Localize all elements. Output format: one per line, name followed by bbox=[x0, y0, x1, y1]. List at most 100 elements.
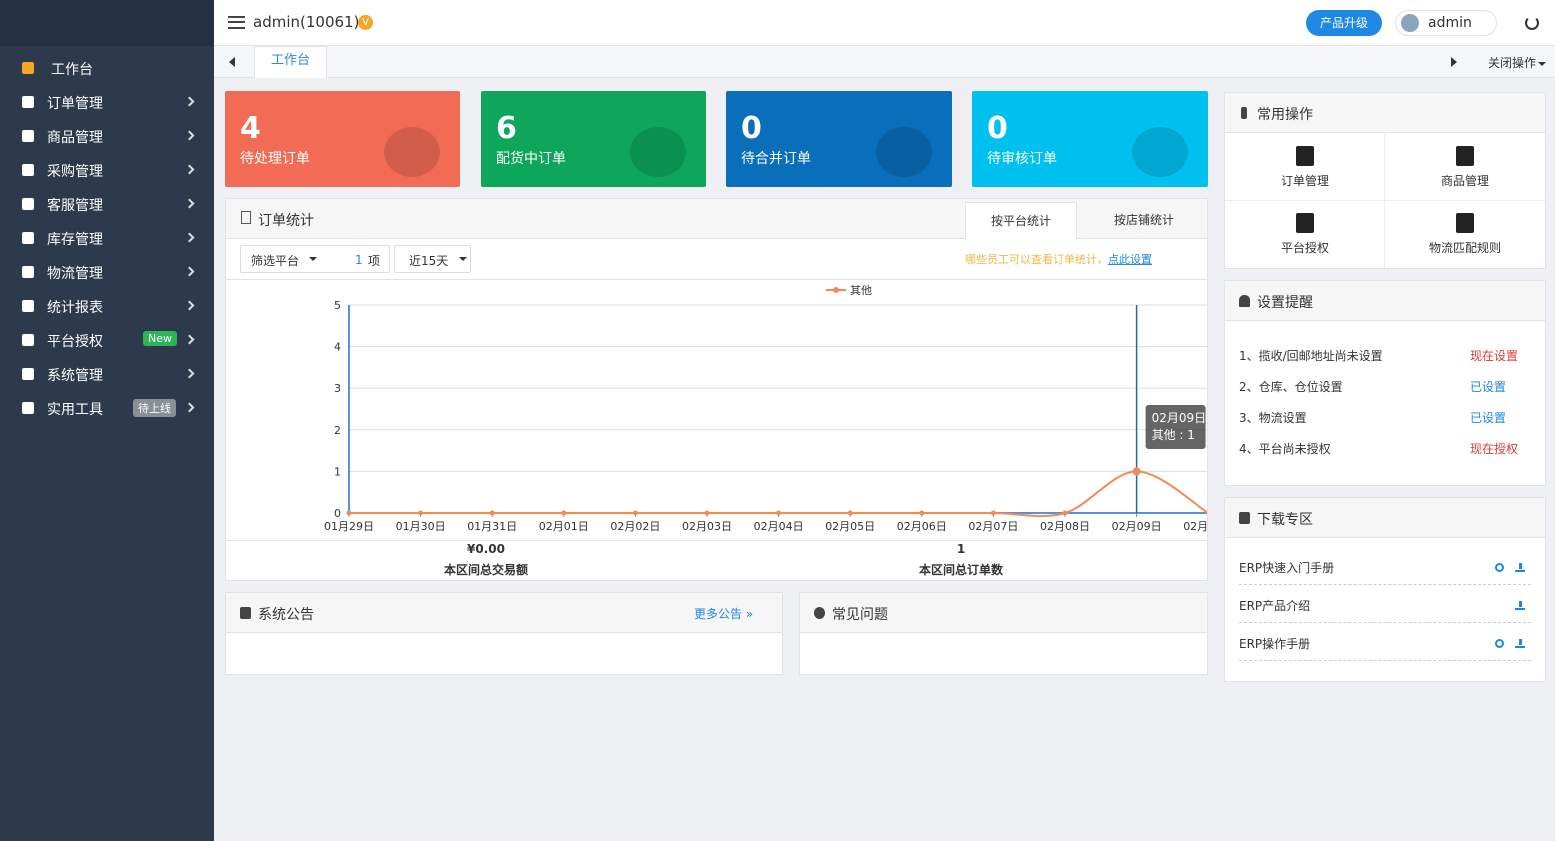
nav-chevron bbox=[184, 198, 195, 209]
reminder-status[interactable]: 已设置 bbox=[1470, 380, 1507, 394]
more-announcements[interactable]: 更多公告 » bbox=[694, 607, 754, 621]
data-point bbox=[1132, 467, 1141, 476]
nav-item[interactable]: 实用工具 待上线 bbox=[0, 391, 214, 425]
x-tick-label: 02月03日 bbox=[682, 520, 732, 533]
stat-card[interactable]: 6 配货中订单 bbox=[481, 91, 706, 187]
nav-item[interactable]: 统计报表 bbox=[0, 289, 214, 323]
reminder-status[interactable]: 已设置 bbox=[1470, 411, 1507, 425]
nav-item[interactable]: 商品管理 bbox=[0, 119, 214, 153]
op-item[interactable]: 物流匹配规则 bbox=[1385, 201, 1545, 268]
common-ops-panel: 常用操作 订单管理 商品管理 平台授权 物流匹配规则 bbox=[1224, 92, 1546, 269]
account-menu[interactable]: admin bbox=[1395, 10, 1497, 36]
op-item[interactable]: 商品管理 bbox=[1385, 134, 1545, 201]
nav-icon bbox=[22, 368, 34, 380]
series-line bbox=[349, 470, 1207, 518]
y-tick-label: 0 bbox=[334, 507, 341, 520]
data-point bbox=[704, 510, 710, 516]
nav-item[interactable]: 客服管理 bbox=[0, 187, 214, 221]
nav-item[interactable]: 物流管理 bbox=[0, 255, 214, 289]
active-tab[interactable]: 工作台 bbox=[254, 46, 327, 78]
order-chart: 0 1 2 3 4 5 01月29日 01月30日 01月31日 02月01日 02月02日 02月0… bbox=[324, 284, 1207, 533]
op-item[interactable]: 平台授权 bbox=[1225, 201, 1385, 268]
reminders-title: 设置提醒 bbox=[1257, 295, 1313, 311]
x-tick-label: 02月10日 bbox=[1183, 520, 1207, 533]
preview-icon[interactable] bbox=[1495, 639, 1504, 648]
op-label: 商品管理 bbox=[1440, 174, 1489, 188]
divider bbox=[226, 540, 1207, 541]
nav-chevron bbox=[184, 130, 195, 141]
logout-icon[interactable] bbox=[1525, 16, 1539, 30]
nav-icon bbox=[22, 62, 34, 74]
download-icon[interactable] bbox=[1515, 600, 1525, 610]
nav-chevron bbox=[184, 334, 195, 345]
preview-icon[interactable] bbox=[1495, 563, 1504, 572]
shop-tab[interactable]: 按店铺统计 bbox=[1088, 202, 1200, 238]
reminders-header: 设置提醒 bbox=[1225, 281, 1545, 321]
x-tick-label: 02月04日 bbox=[754, 520, 804, 533]
tooltip-box bbox=[1145, 405, 1206, 449]
platform-filter[interactable]: 筛选平台 1 项 bbox=[240, 245, 390, 273]
reminder-status[interactable]: 现在设置 bbox=[1470, 349, 1519, 363]
nav-item[interactable]: 系统管理 bbox=[0, 357, 214, 391]
announcement-title: 系统公告 bbox=[258, 607, 314, 623]
x-tick-label: 01月30日 bbox=[396, 520, 446, 533]
nav-label: 统计报表 bbox=[47, 300, 103, 316]
downloads-panel: 下载专区 ERP快速入门手册 ERP产品介绍 ERP操作手册 bbox=[1224, 497, 1546, 682]
stats-hint: 哪些员工可以查看订单统计，点此设置 bbox=[965, 251, 1152, 267]
op-item[interactable]: 订单管理 bbox=[1225, 134, 1385, 201]
sidebar: 工作台 订单管理 商品管理 采购管理 客服管理库存管理物流管理统计报表平台授权 New 系统… bbox=[0, 0, 214, 841]
range-select[interactable]: 近15天 bbox=[394, 245, 471, 273]
order-count: 1 bbox=[956, 542, 966, 556]
close-menu-label: 关闭操作 bbox=[1488, 56, 1537, 70]
close-menu[interactable]: 关闭操作 bbox=[1488, 54, 1547, 71]
y-tick-label: 1 bbox=[334, 465, 341, 478]
op-icon bbox=[1296, 213, 1314, 233]
stat-label: 待合并订单 bbox=[741, 151, 811, 167]
upgrade-button[interactable]: 产品升级 bbox=[1306, 10, 1382, 36]
tab-prev[interactable] bbox=[229, 57, 235, 67]
doc-icon bbox=[241, 211, 251, 224]
downloads-header: 下载专区 bbox=[1225, 498, 1545, 538]
announcement-panel: 系统公告 更多公告 » bbox=[225, 592, 783, 675]
y-tick-label: 2 bbox=[334, 424, 341, 437]
x-tick-label: 02月05日 bbox=[825, 520, 875, 533]
reminders-panel: 设置提醒 1、揽收/回邮地址尚未设置 现在设置 2、仓库、仓位设置 已设置 3、物流设置… bbox=[1224, 280, 1546, 486]
download-icon[interactable] bbox=[1515, 638, 1525, 648]
y-tick-label: 3 bbox=[334, 382, 341, 395]
row-divider bbox=[1239, 584, 1531, 585]
tab-next[interactable] bbox=[1451, 57, 1457, 67]
announcement-header: 系统公告 更多公告 » bbox=[226, 593, 782, 633]
menu-toggle[interactable] bbox=[228, 16, 245, 29]
trade-amount: ¥0.00 bbox=[467, 542, 505, 556]
nav-label: 库存管理 bbox=[47, 232, 103, 248]
stat-card[interactable]: 0 待审核订单 bbox=[972, 91, 1208, 187]
nav-item[interactable]: 订单管理 bbox=[0, 85, 214, 119]
reminder-text: 1、揽收/回邮地址尚未设置 bbox=[1239, 349, 1383, 363]
data-point bbox=[418, 510, 424, 516]
data-point bbox=[346, 510, 352, 516]
nav-item[interactable]: 采购管理 bbox=[0, 153, 214, 187]
download-icon[interactable] bbox=[1515, 562, 1525, 572]
x-tick-label: 02月09日 bbox=[1112, 520, 1162, 533]
stat-card[interactable]: 0 待合并订单 bbox=[726, 91, 952, 187]
reminder-status[interactable]: 现在授权 bbox=[1470, 442, 1519, 456]
data-point bbox=[632, 510, 638, 516]
platform-tab[interactable]: 按平台统计 bbox=[965, 202, 1077, 240]
stat-card[interactable]: 4 待处理订单 bbox=[225, 91, 460, 187]
nav-label: 物流管理 bbox=[47, 266, 103, 282]
nav-item[interactable]: 库存管理 bbox=[0, 221, 214, 255]
row-divider bbox=[1239, 622, 1531, 623]
nav-icon bbox=[22, 198, 34, 210]
reminder-text: 3、物流设置 bbox=[1239, 411, 1307, 425]
nav-item[interactable]: 平台授权 New bbox=[0, 323, 214, 357]
row-divider bbox=[1239, 660, 1531, 661]
nav-icon bbox=[22, 334, 34, 346]
nav-item[interactable]: 工作台 bbox=[0, 51, 214, 85]
nav-label: 系统管理 bbox=[47, 368, 103, 384]
nav-chevron bbox=[184, 402, 195, 413]
nav-label: 实用工具 bbox=[47, 402, 103, 418]
stat-value: 0 bbox=[987, 111, 1008, 146]
hint-link[interactable]: 点此设置 bbox=[1108, 253, 1152, 266]
nav-icon bbox=[22, 266, 34, 278]
